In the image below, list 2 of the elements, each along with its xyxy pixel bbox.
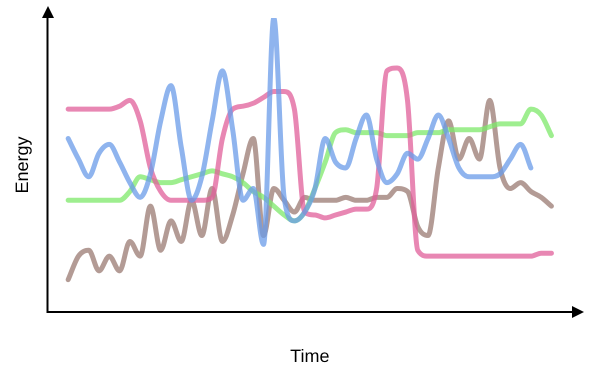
y-axis-title: Energy bbox=[12, 136, 32, 194]
x-axis-title: Time bbox=[290, 346, 330, 366]
